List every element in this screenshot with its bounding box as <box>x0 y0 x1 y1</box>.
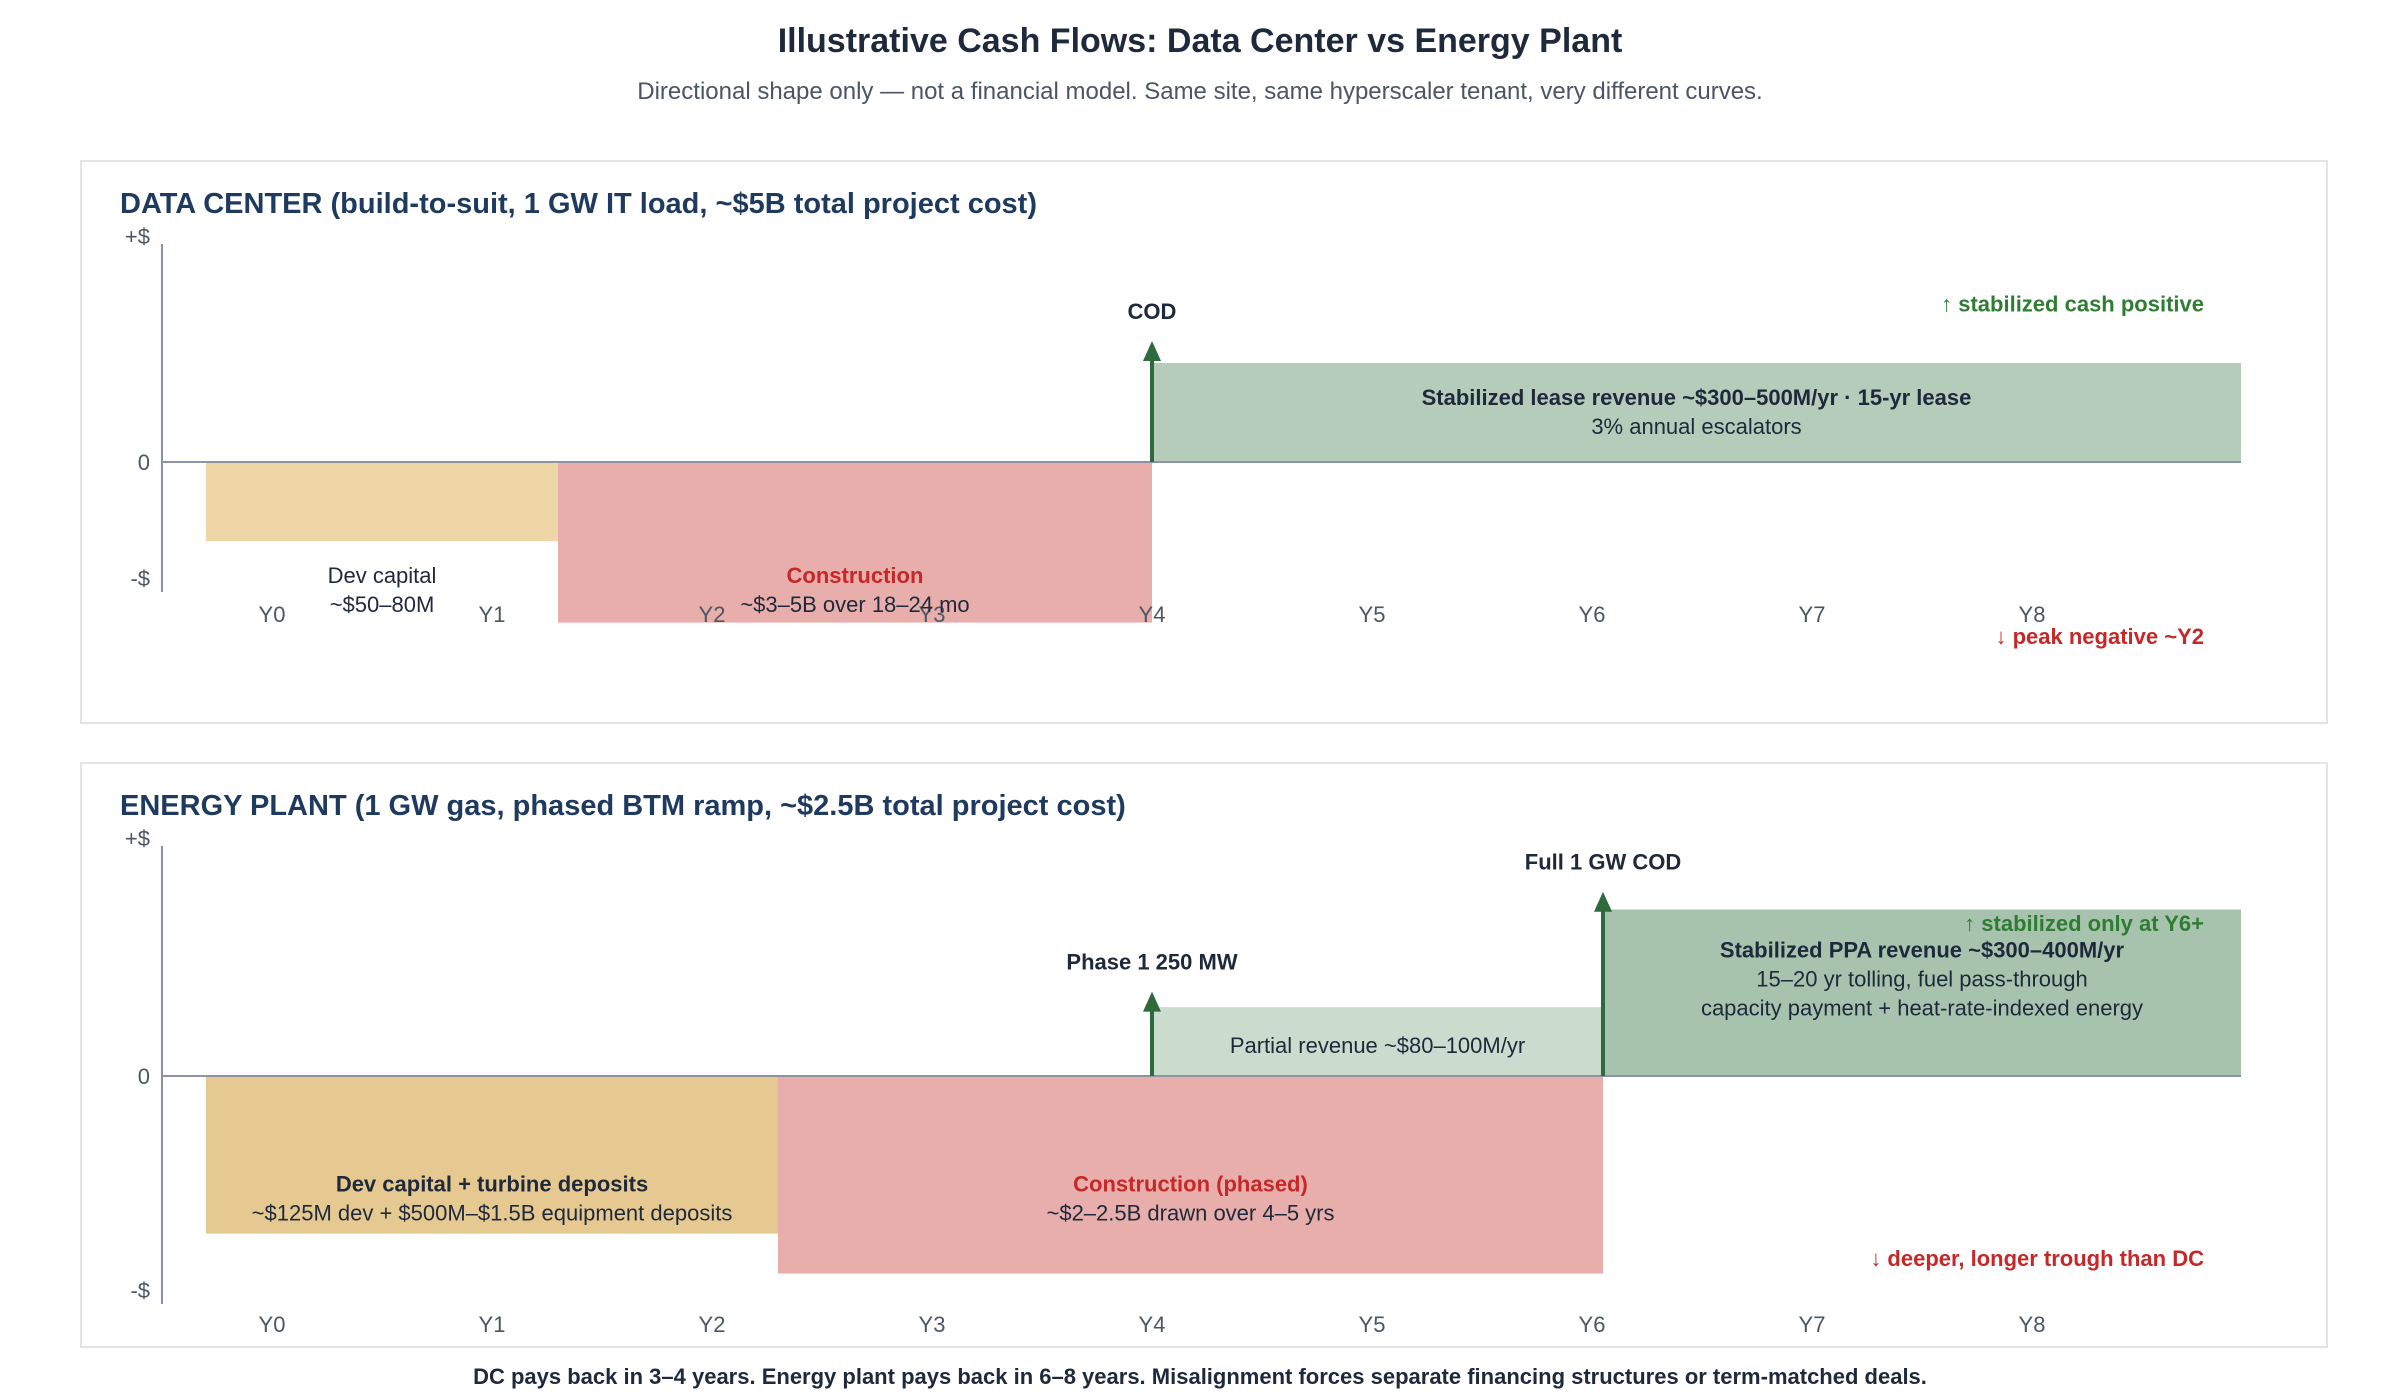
x-tick-label-y2: Y2 <box>699 602 726 627</box>
x-tick-label-y1: Y1 <box>479 1312 506 1337</box>
x-tick-label-y4: Y4 <box>1139 602 1166 627</box>
block-label-construction-line-2: ~$3–5B over 18–24 mo <box>740 592 969 617</box>
block-label-construction-line-1: Construction (phased) <box>1073 1172 1308 1197</box>
page-title: Illustrative Cash Flows: Data Center vs … <box>777 22 1623 60</box>
x-tick-label-y6: Y6 <box>1579 602 1606 627</box>
block-label-lease-line-2: 3% annual escalators <box>1591 414 1801 439</box>
annotation-negative-dc: ↓ peak negative ~Y2 <box>1996 624 2205 649</box>
block-label-ppa-line-1: Stabilized PPA revenue ~$300–400M/yr <box>1720 937 2125 962</box>
block-label-dev-line-1: Dev capital + turbine deposits <box>336 1172 648 1197</box>
cash-flow-block-dc-construction <box>558 462 1152 623</box>
annotation-negative-ep: ↓ deeper, longer trough than DC <box>1870 1246 2204 1271</box>
block-label-ppa-line-3: capacity payment + heat-rate-indexed ene… <box>1701 995 2143 1020</box>
x-tick-label-y1: Y1 <box>479 602 506 627</box>
milestone-arrow-head-1 <box>1143 991 1161 1012</box>
cash-flow-block-ep-construction <box>778 1076 1603 1274</box>
annotation-positive-ep: ↑ stabilized only at Y6+ <box>1964 911 2204 936</box>
data-center-panel: DATA CENTER (build-to-suit, 1 GW IT load… <box>80 160 2328 724</box>
energy-plant-panel: ENERGY PLANT (1 GW gas, phased BTM ramp,… <box>80 762 2328 1348</box>
x-tick-label-y3: Y3 <box>919 1312 946 1337</box>
y-axis-zero-label: 0 <box>138 450 150 475</box>
milestone-arrow-head-2 <box>1594 891 1612 912</box>
milestone-label-2: Full 1 GW COD <box>1525 850 1681 875</box>
y-axis-zero-label: 0 <box>138 1064 150 1089</box>
x-tick-label-y5: Y5 <box>1359 1312 1386 1337</box>
milestone-label-1: Phase 1 250 MW <box>1066 950 1237 975</box>
annotation-positive-dc: ↑ stabilized cash positive <box>1941 292 2204 317</box>
block-label-construction-line-1: Construction <box>787 563 924 588</box>
x-tick-label-y0: Y0 <box>259 1312 286 1337</box>
footer-note: DC pays back in 3–4 years. Energy plant … <box>473 1364 1927 1389</box>
cash-flow-block-dc-lease <box>1152 363 2241 462</box>
cash-flow-block-ep-ppa <box>1603 909 2241 1076</box>
block-label-dev-line-1: Dev capital <box>328 563 437 588</box>
y-axis-negative-label: -$ <box>130 1278 150 1303</box>
cash-flow-block-dc-dev <box>206 462 558 542</box>
x-tick-label-y7: Y7 <box>1799 602 1826 627</box>
block-label-lease-line-1: Stabilized lease revenue ~$300–500M/yr ·… <box>1422 385 1972 410</box>
x-tick-label-y6: Y6 <box>1579 1312 1606 1337</box>
x-tick-label-y0: Y0 <box>259 602 286 627</box>
energy-plant-panel-title: ENERGY PLANT (1 GW gas, phased BTM ramp,… <box>120 790 1126 822</box>
x-tick-label-y3: Y3 <box>919 602 946 627</box>
y-axis-positive-label: +$ <box>125 224 150 249</box>
block-label-construction-line-2: ~$2–2.5B drawn over 4–5 yrs <box>1046 1201 1334 1226</box>
block-label-dev-line-2: ~$125M dev + $500M–$1.5B equipment depos… <box>252 1201 733 1226</box>
cash-flow-block-ep-partial <box>1152 1007 1603 1076</box>
cash-flow-block-ep-dev <box>206 1076 778 1234</box>
x-tick-label-y8: Y8 <box>2019 1312 2046 1337</box>
x-tick-label-y7: Y7 <box>1799 1312 1826 1337</box>
x-tick-label-y4: Y4 <box>1139 1312 1166 1337</box>
x-tick-label-y8: Y8 <box>2019 602 2046 627</box>
data-center-cash-flow-chart: +$ 0 -$ Y0 Y1 Y2 Y3 Y4 Y5 Y6 Y7 Y8 Dev capital ~$50–8… <box>125 224 2241 649</box>
energy-plant-cash-flow-chart: +$ 0 -$ Y0 Y1 Y2 Y3 Y4 Y5 Y6 Y7 Y8 Dev capital + tur… <box>125 826 2241 1337</box>
data-center-panel-title: DATA CENTER (build-to-suit, 1 GW IT load… <box>120 188 1037 220</box>
milestone-label-1: COD <box>1128 299 1177 324</box>
page-subtitle: Directional shape only — not a financial… <box>637 78 1763 105</box>
block-label-ppa-line-2: 15–20 yr tolling, fuel pass-through <box>1756 966 2087 991</box>
block-label-partial-line-1: Partial revenue ~$80–100M/yr <box>1230 1033 1525 1058</box>
y-axis-negative-label: -$ <box>130 566 150 591</box>
x-tick-label-y2: Y2 <box>699 1312 726 1337</box>
milestone-arrow-head-1 <box>1143 341 1161 361</box>
x-tick-label-y5: Y5 <box>1359 602 1386 627</box>
y-axis-positive-label: +$ <box>125 826 150 851</box>
block-label-dev-line-2: ~$50–80M <box>330 592 435 617</box>
